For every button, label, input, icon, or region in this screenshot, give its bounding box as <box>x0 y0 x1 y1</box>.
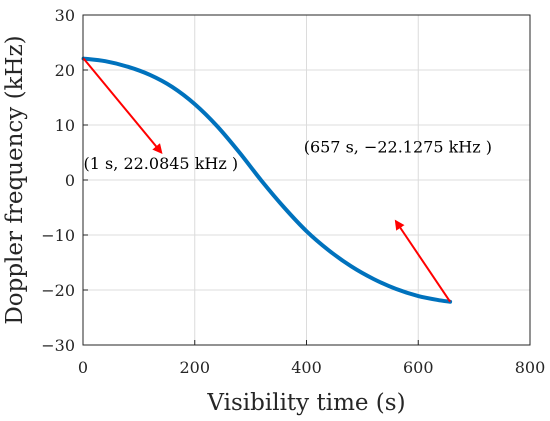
y-tick-label: −10 <box>41 226 75 245</box>
x-tick-label: 200 <box>179 358 210 377</box>
annotation-arrow <box>394 219 451 303</box>
annotations: (1 s, 22.0845 kHz ) (657 s, −22.1275 kHz … <box>82 57 492 303</box>
y-tick-label: −20 <box>41 281 75 300</box>
y-tick-label: 30 <box>55 6 75 25</box>
x-tick-label: 600 <box>403 358 434 377</box>
y-tick-label: 10 <box>55 116 75 135</box>
doppler-series-line <box>81 56 453 304</box>
x-tick-label: 400 <box>291 358 322 377</box>
x-axis-label: Visibility time (s) <box>206 390 405 416</box>
y-axis-label: Doppler frequency (kHz) <box>2 35 28 324</box>
x-tick-label: 0 <box>78 358 88 377</box>
y-tick-label: −30 <box>41 336 75 355</box>
grid <box>82 14 531 346</box>
tick-labels: 0 200 400 600 800 −30 −20 −10 0 10 20 30 <box>41 6 545 377</box>
annotation-label: (1 s, 22.0845 kHz ) <box>84 154 239 173</box>
annotation-label: (657 s, −22.1275 kHz ) <box>304 138 492 157</box>
y-tick-label: 20 <box>55 61 75 80</box>
annotation-arrow <box>82 57 163 155</box>
x-tick-label: 800 <box>515 358 546 377</box>
y-tick-label: 0 <box>65 171 75 190</box>
series-layer <box>81 56 453 304</box>
